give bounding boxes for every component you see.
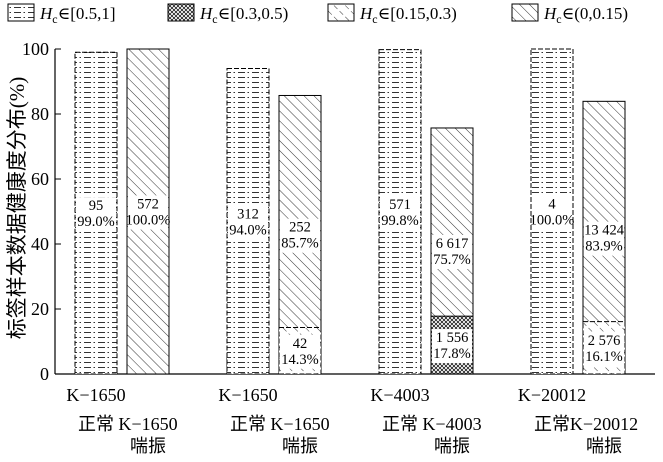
y-tick-label: 20 (31, 299, 49, 319)
data-label: 571 (389, 197, 411, 213)
data-label-bg (76, 197, 116, 232)
data-label: 16.1% (585, 349, 622, 365)
y-axis-label: 标签样本数据健康度分布(%) (5, 77, 29, 339)
data-label: 99.0% (77, 214, 114, 230)
x-tick-label: K−4003 (370, 385, 429, 405)
legend-label: Hc∈[0.3,0.5) (199, 4, 288, 26)
data-label-bg (532, 195, 572, 230)
x-tick-label: K−1650 (118, 414, 177, 434)
data-label: 100.0% (530, 213, 575, 229)
data-label-bg (280, 218, 320, 253)
data-label: 2 576 (588, 333, 621, 349)
data-label: 100.0% (126, 213, 171, 229)
data-label: 1 556 (436, 330, 469, 346)
data-label: 99.8% (381, 213, 418, 229)
data-label-bg (228, 205, 268, 240)
legend-swatch (327, 3, 355, 22)
x-tick-label: 喘振 (130, 436, 166, 456)
data-label-bg (380, 195, 420, 230)
data-label: 13 424 (584, 223, 625, 239)
data-label: 95 (89, 198, 104, 214)
legend-label: Hc∈[0.5,1] (39, 4, 116, 26)
data-label-bg (432, 234, 472, 269)
data-label: 17.8% (433, 346, 470, 362)
data-label: 4 (548, 197, 556, 213)
x-tick-label: 喘振 (586, 436, 622, 456)
data-label-bg (584, 331, 624, 366)
y-tick-label: 60 (31, 169, 49, 189)
x-tick-label: K−1650 (218, 385, 277, 405)
y-tick-label: 0 (40, 364, 49, 384)
x-tick-label: K−20012 (518, 385, 586, 405)
legend-label: Hc∈(0,0.15) (543, 4, 628, 26)
data-label: 85.7% (281, 236, 318, 252)
data-label: 572 (137, 197, 159, 213)
y-tick-label: 100 (22, 39, 49, 59)
data-label: 312 (237, 206, 259, 222)
legend: Hc∈[0.5,1] Hc∈[0.3,0.5) Hc∈[0.15,0.3) Hc∈(0… (7, 3, 628, 26)
data-label: 6 617 (436, 236, 469, 252)
y-axis: 0 20 40 60 80 100 (22, 39, 655, 384)
legend-item-s3: Hc∈[0.15,0.3) (327, 3, 457, 26)
y-tick-label: 80 (31, 104, 49, 124)
x-tick-label: K−1650 (270, 414, 329, 434)
x-tick-label: K−4003 (422, 414, 481, 434)
data-label: 252 (289, 220, 311, 236)
x-tick-label: K−20012 (570, 414, 638, 434)
x-tick-label: K−1650 (66, 385, 125, 405)
x-tick-label: 正常 (534, 414, 570, 434)
legend-label: Hc∈[0.15,0.3) (359, 4, 457, 26)
legend-item-s4: Hc∈(0,0.15) (511, 3, 628, 26)
x-tick-label: 正常 (78, 414, 114, 434)
data-label: 75.7% (433, 252, 470, 268)
x-tick-label: 正常 (230, 414, 266, 434)
data-label: 14.3% (281, 352, 318, 368)
data-label-bg (128, 195, 168, 230)
legend-swatch (7, 3, 35, 22)
data-label: 42 (293, 336, 308, 352)
legend-item-s1: Hc∈[0.5,1] (7, 3, 116, 26)
data-label: 83.9% (585, 239, 622, 255)
bars: 9599.0%572100.0%206.0%31294.0%25285.7%42… (74, 48, 626, 375)
legend-item-s2: Hc∈[0.3,0.5) (167, 3, 288, 26)
legend-swatch (167, 3, 195, 22)
legend-swatch (511, 3, 539, 22)
data-label: 94.0% (229, 222, 266, 238)
x-tick-label: 喘振 (434, 436, 470, 456)
data-label-bg (432, 329, 472, 364)
data-label-bg (280, 334, 320, 369)
x-tick-label: 喘振 (282, 436, 318, 456)
data-label-bg (584, 221, 624, 256)
x-tick-label: 正常 (382, 414, 418, 434)
y-tick-label: 40 (31, 234, 49, 254)
